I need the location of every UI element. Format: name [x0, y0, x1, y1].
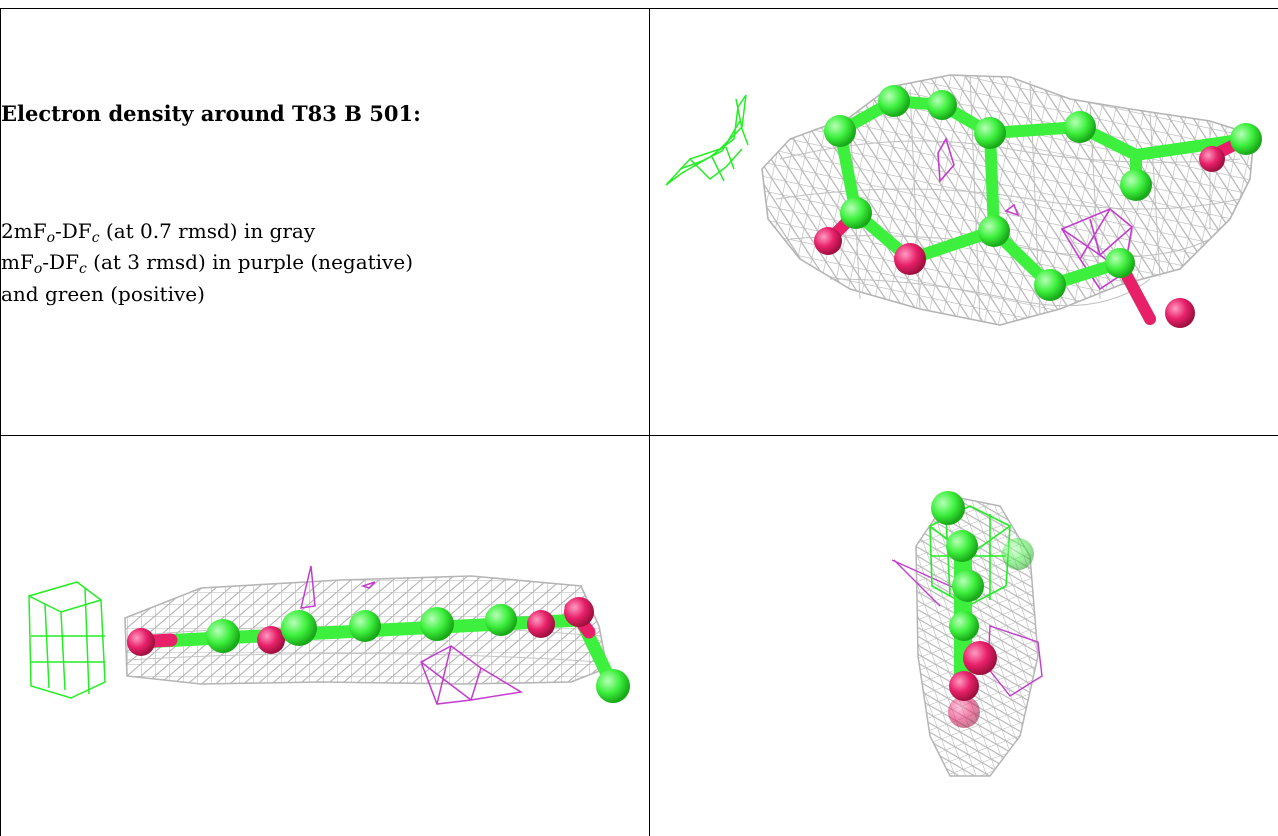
map2-line: mFo-DFc (at 3 rmsd) in purple (negative): [1, 248, 649, 279]
density-mesh-2fofc: [762, 75, 1254, 325]
panel-top-view: [650, 9, 1278, 435]
molecule-side-view-image: [1, 436, 649, 836]
panel-end-view: [650, 436, 1278, 836]
map1-line: 2mFo-DFc (at 0.7 rmsd) in gray: [1, 217, 649, 248]
caption-body: 2mFo-DFc (at 0.7 rmsd) in gray mFo-DFc (…: [1, 217, 649, 309]
map2-line-2: and green (positive): [1, 280, 649, 309]
caption-title: Electron density around T83 B 501:: [1, 101, 649, 126]
positive-density-mesh: [666, 95, 748, 185]
positive-density-mesh: [29, 582, 105, 698]
molecule-top-view-image: [650, 9, 1278, 435]
caption-cell: Electron density around T83 B 501: 2mFo-…: [1, 9, 649, 435]
panel-side-view: [1, 436, 649, 836]
molecule-end-view-image: [650, 436, 1278, 836]
